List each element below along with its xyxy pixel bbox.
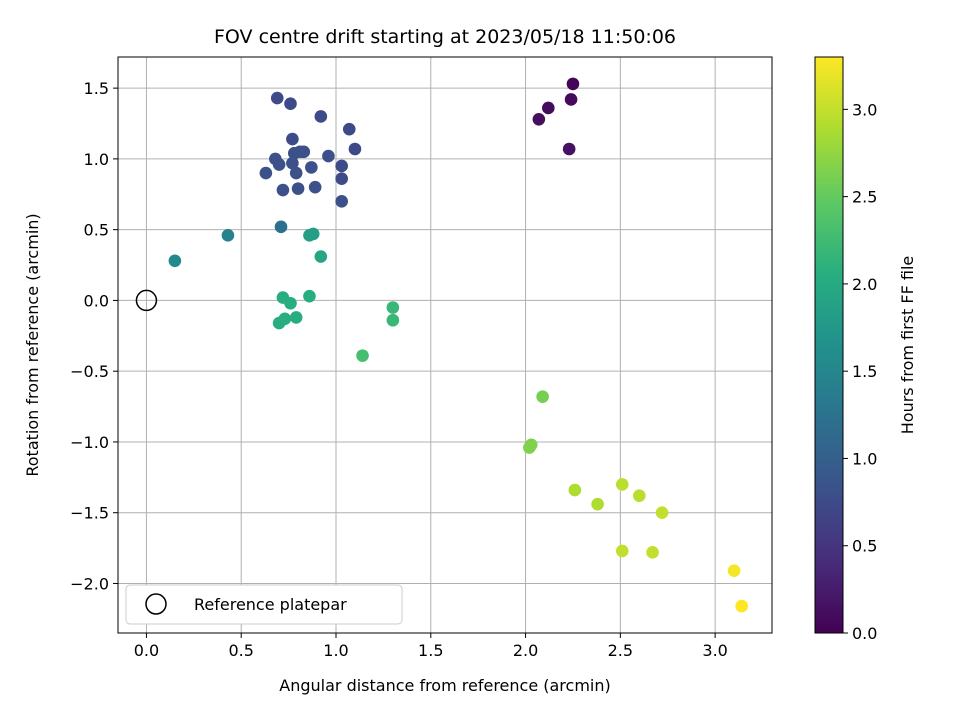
data-point — [322, 149, 335, 163]
y-tick-label: 0.0 — [84, 291, 109, 310]
x-tick-label: 0.5 — [228, 641, 253, 660]
data-point — [655, 506, 669, 520]
colorbar-tick-label: 0.0 — [852, 624, 877, 643]
data-point — [633, 489, 646, 503]
data-point — [289, 166, 303, 180]
colorbar — [814, 56, 844, 634]
legend-label-reference: Reference platepar — [194, 595, 347, 614]
data-point — [532, 112, 546, 126]
data-point — [284, 97, 297, 111]
data-point — [270, 91, 284, 105]
data-point — [566, 77, 580, 91]
data-point — [562, 142, 576, 156]
plot-background — [118, 57, 772, 633]
data-point — [276, 183, 290, 197]
data-point — [335, 195, 348, 208]
y-tick-label: −1.5 — [70, 504, 109, 523]
colorbar-tick-label: 2.0 — [852, 275, 877, 294]
data-point — [291, 182, 305, 195]
data-point — [314, 110, 328, 123]
colorbar-tick-label: 1.5 — [852, 362, 877, 381]
colorbar-tick-label: 2.5 — [852, 188, 877, 207]
data-point — [342, 122, 356, 136]
data-point — [348, 142, 362, 156]
data-point — [278, 312, 292, 326]
data-point — [523, 441, 536, 454]
data-point — [314, 250, 328, 263]
reference-platepar-marker — [135, 289, 158, 312]
x-tick-label: 1.0 — [323, 641, 348, 660]
chart-title: FOV centre drift starting at 2023/05/18 … — [214, 26, 676, 48]
data-point — [386, 313, 400, 327]
colorbar-tick-label: 3.0 — [852, 100, 877, 119]
y-axis-label: Rotation from reference (arcmin) — [23, 213, 42, 476]
data-point — [272, 158, 286, 171]
data-point — [286, 156, 299, 170]
data-point — [305, 161, 318, 174]
data-point — [284, 296, 297, 310]
x-tick-label: 1.5 — [418, 641, 443, 660]
data-point — [168, 254, 182, 268]
data-point — [286, 132, 299, 146]
colorbar-tick-label: 0.5 — [852, 537, 877, 556]
data-point — [259, 166, 273, 180]
data-point — [536, 390, 549, 403]
y-tick-label: −2.0 — [70, 574, 109, 593]
y-tick-label: 0.5 — [84, 221, 109, 240]
data-point — [335, 159, 348, 173]
data-point — [735, 599, 748, 613]
data-point — [356, 349, 369, 362]
data-point — [335, 172, 348, 186]
data-point — [615, 478, 629, 491]
legend-box — [125, 584, 403, 625]
data-point — [564, 93, 578, 106]
x-tick-label: 2.0 — [513, 641, 538, 660]
data-point — [308, 180, 322, 194]
x-tick-label: 3.0 — [702, 641, 727, 660]
legend-marker-icon — [145, 593, 167, 615]
legend: Reference platepar — [125, 584, 403, 625]
y-tick-label: −1.0 — [70, 433, 109, 452]
data-point — [386, 301, 400, 314]
data-point — [591, 497, 604, 511]
colorbar-tick-label: 1.0 — [852, 449, 877, 468]
data-point — [727, 564, 741, 578]
colorbar-label: Hours from first FF file — [898, 256, 917, 435]
data-point — [297, 145, 311, 159]
data-point — [646, 546, 659, 559]
data-point — [289, 311, 303, 324]
data-point — [274, 220, 288, 234]
y-tick-label: 1.0 — [84, 150, 109, 169]
x-axis-ticks: 0.0 0.5 1.0 1.5 2.0 2.5 3.0 — [134, 633, 728, 660]
data-point — [303, 289, 316, 303]
data-point — [615, 544, 629, 558]
data-points — [168, 77, 748, 613]
data-point — [306, 227, 320, 241]
plot-frame — [117, 56, 773, 634]
x-tick-label: 2.5 — [608, 641, 633, 660]
data-point — [568, 483, 582, 497]
data-point — [542, 101, 555, 115]
y-tick-label: −0.5 — [70, 362, 109, 381]
y-axis-ticks: 1.5 1.0 0.5 0.0 −0.5 −1.0 −1.5 −2.0 — [70, 79, 118, 593]
colorbar-ticks: 0.0 0.5 1.0 1.5 2.0 2.5 3.0 — [843, 100, 877, 643]
y-tick-label: 1.5 — [84, 79, 109, 98]
x-axis-label: Angular distance from reference (arcmin) — [279, 676, 610, 695]
data-point — [221, 229, 235, 242]
x-tick-label: 0.0 — [134, 641, 159, 660]
